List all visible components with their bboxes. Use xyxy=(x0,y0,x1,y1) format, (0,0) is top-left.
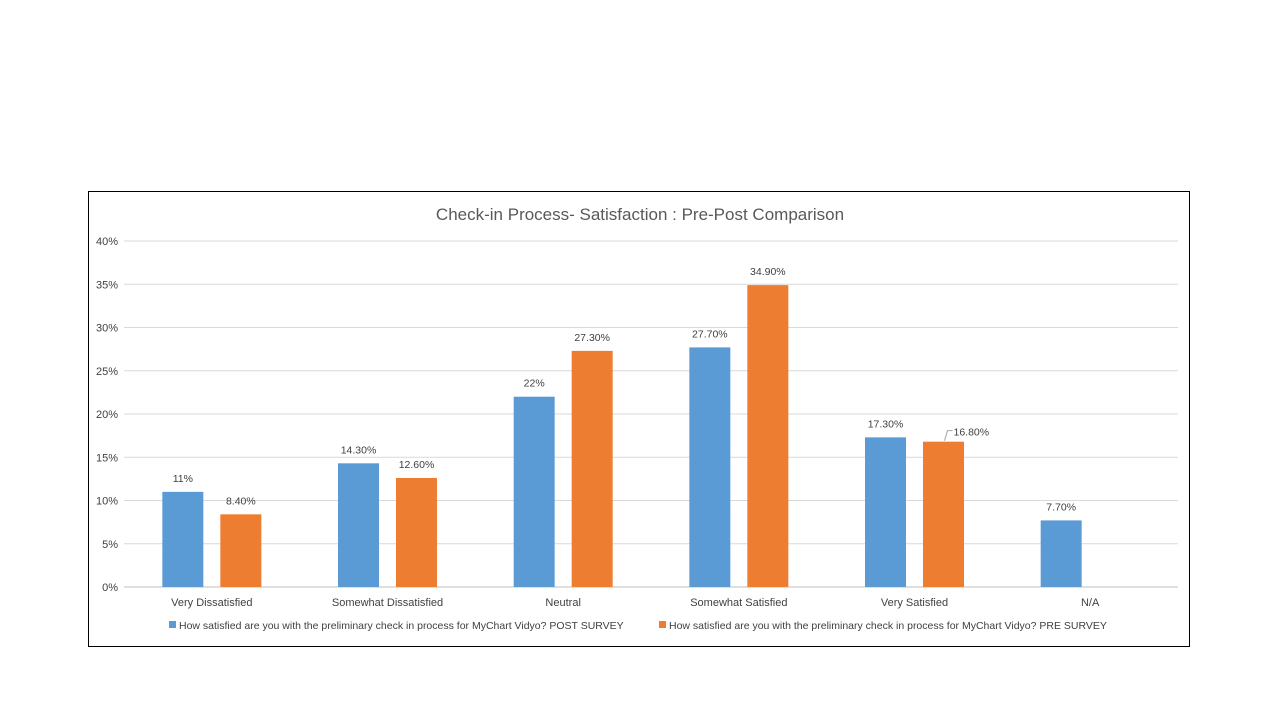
y-tick-label: 15% xyxy=(96,452,118,464)
data-label: 27.70% xyxy=(692,328,728,340)
legend-swatch-post xyxy=(169,621,176,628)
data-label: 17.30% xyxy=(868,418,904,430)
x-axis-categories: Very Dissatisfied Somewhat Dissatisfied Ne… xyxy=(171,597,1100,609)
bar-post-survey xyxy=(1040,520,1082,587)
y-tick-label: 20% xyxy=(96,409,118,421)
data-label: 22% xyxy=(524,378,545,390)
bar-pre-survey xyxy=(923,441,964,587)
data-label: 12.60% xyxy=(399,459,435,471)
y-tick-label: 25% xyxy=(96,366,118,378)
data-label: 11% xyxy=(173,473,193,485)
y-axis-ticks: 0% 5% 10% 15% 20% 25% 30% 35% 40% xyxy=(96,236,118,594)
y-tick-label: 35% xyxy=(96,279,118,291)
bar-post-survey xyxy=(338,463,379,587)
chart-title: Check-in Process- Satisfaction : Pre-Pos… xyxy=(436,205,844,224)
bar-post-survey xyxy=(865,437,906,587)
y-tick-label: 5% xyxy=(102,539,118,551)
bars xyxy=(162,285,1082,587)
data-label: 14.30% xyxy=(341,444,377,456)
chart-frame: Check-in Process- Satisfaction : Pre-Pos… xyxy=(88,191,1190,647)
x-category-label: Neutral xyxy=(545,597,580,609)
x-category-label: Very Satisfied xyxy=(881,597,948,609)
x-category-label: N/A xyxy=(1081,597,1100,609)
bar-pre-survey xyxy=(747,285,789,587)
bar-pre-survey xyxy=(396,478,437,587)
data-labels: 11% 8.40% 14.30% 12.60% 22% 27.30% 27.70% 34.90… xyxy=(173,266,1076,513)
data-label: 16.80% xyxy=(954,427,990,439)
bar-pre-survey xyxy=(220,514,262,587)
x-category-label: Somewhat Dissatisfied xyxy=(332,597,443,609)
y-tick-label: 10% xyxy=(96,496,118,508)
y-tick-label: 30% xyxy=(96,323,118,335)
legend-swatch-pre xyxy=(659,621,666,628)
bar-post-survey xyxy=(513,396,555,587)
x-category-label: Very Dissatisfied xyxy=(171,597,252,609)
y-tick-label: 0% xyxy=(102,582,118,594)
legend-label-pre: How satisfied are you with the prelimina… xyxy=(669,620,1107,632)
data-label: 8.40% xyxy=(226,495,256,507)
data-label: 34.90% xyxy=(750,266,786,278)
data-label: 7.70% xyxy=(1046,501,1076,513)
bar-post-survey xyxy=(162,491,204,587)
bar-post-survey xyxy=(689,347,731,587)
gridlines xyxy=(124,240,1178,588)
leader-line xyxy=(944,430,953,441)
bar-pre-survey xyxy=(571,350,613,587)
bar-chart: Check-in Process- Satisfaction : Pre-Pos… xyxy=(96,205,1178,632)
x-category-label: Somewhat Satisfied xyxy=(690,597,787,609)
legend: How satisfied are you with the prelimina… xyxy=(169,620,1107,632)
legend-label-post: How satisfied are you with the prelimina… xyxy=(179,620,624,632)
y-tick-label: 40% xyxy=(96,236,118,248)
data-label: 27.30% xyxy=(574,332,610,344)
